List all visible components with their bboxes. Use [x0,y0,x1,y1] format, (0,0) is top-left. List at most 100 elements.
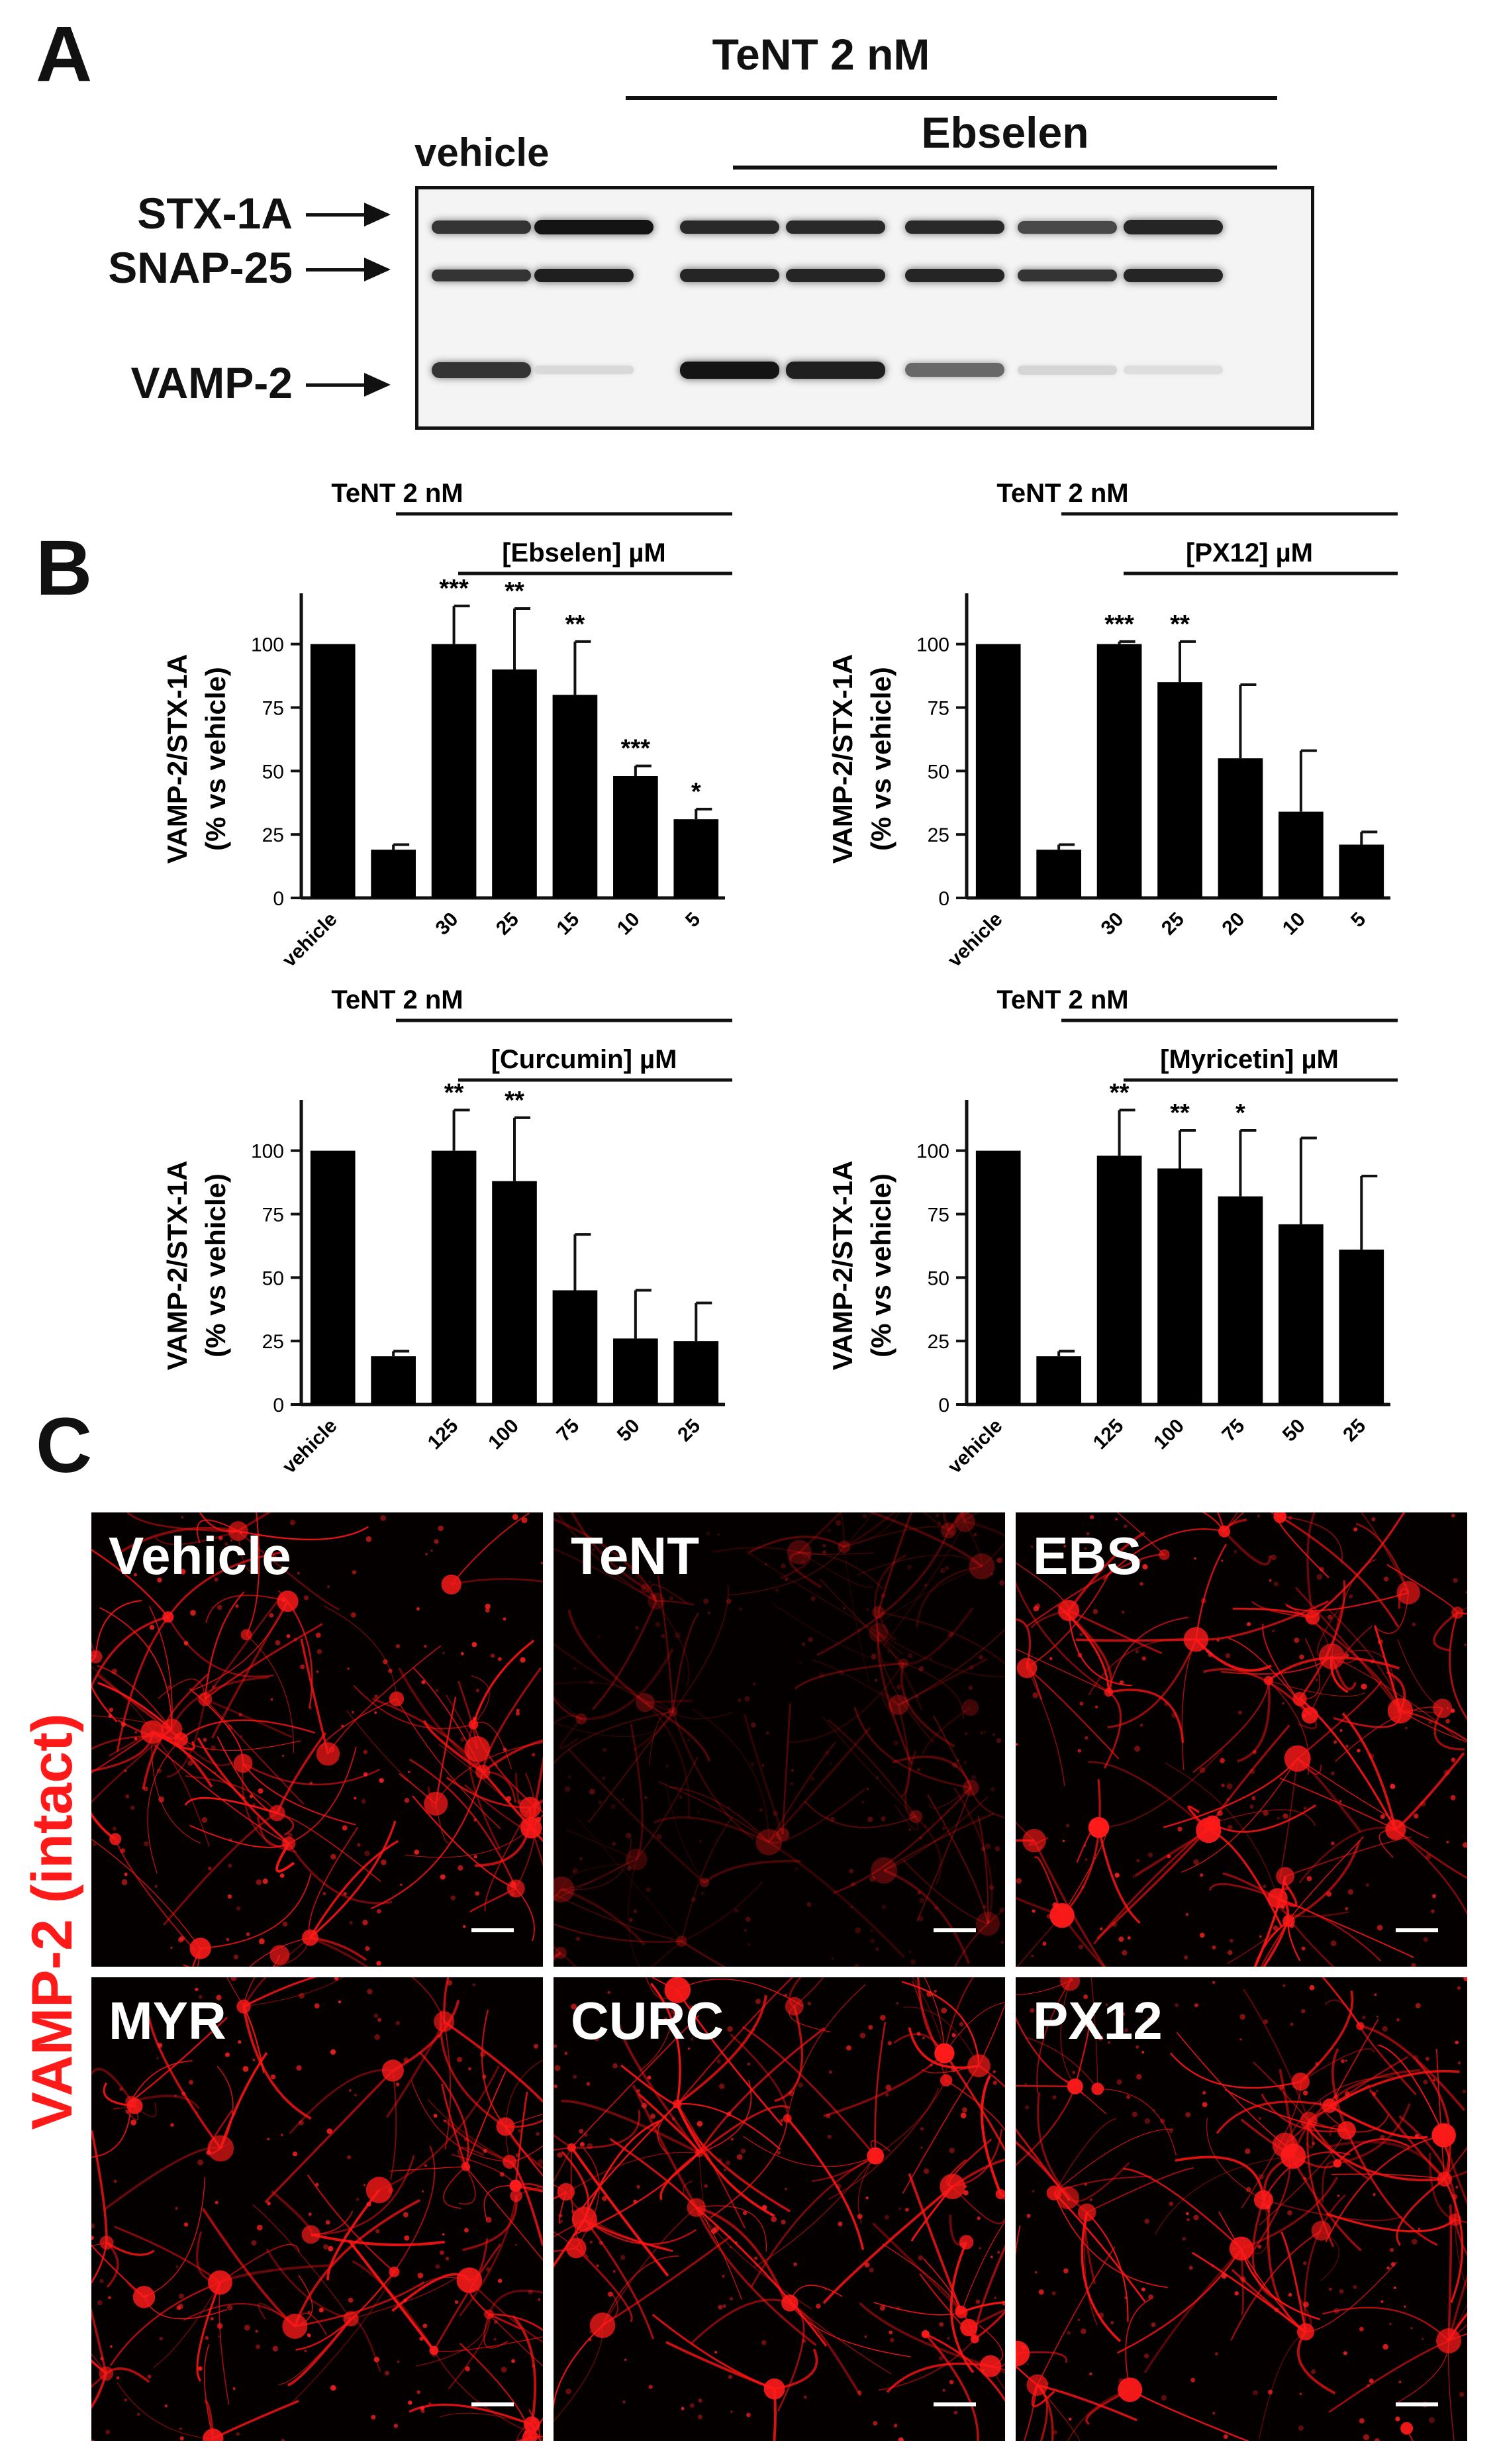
cell-body [1301,1706,1318,1724]
puncta [189,2080,193,2085]
puncta [868,2025,873,2030]
puncta [1343,2351,1347,2355]
puncta [156,2057,159,2059]
neurite [1016,2365,1038,2386]
neurite [1165,1763,1279,1898]
neurite [943,2052,1005,2152]
puncta [446,1980,452,1986]
puncta [134,1737,138,1741]
neurite [583,2218,655,2340]
cell-body [475,1764,491,1779]
neurite [794,1977,824,2007]
neurite [1277,1897,1382,1962]
puncta [589,2240,593,2243]
neurite [768,1742,836,1843]
neurite [1240,2248,1244,2316]
neurite [961,2220,1005,2312]
neurite [872,2222,963,2313]
neurite [657,1575,674,1712]
puncta [1049,1657,1053,1660]
puncta [726,2111,732,2117]
puncta [949,2380,954,2385]
puncta [1221,1559,1224,1562]
puncta [960,2112,967,2118]
puncta [282,1921,288,1927]
cell-body [909,1810,922,1824]
neurite [1026,2037,1098,2089]
neurite [153,2282,220,2369]
puncta [1100,1927,1103,1930]
neuron-network [1016,1977,1467,2441]
neurite [583,2120,661,2220]
puncta [194,2021,199,2026]
cell-body [961,1699,979,1716]
neurite [1448,2324,1467,2341]
neurite [444,2119,510,2163]
y-tick-label: 100 [251,634,284,656]
puncta [92,1842,97,1846]
puncta [465,2165,471,2171]
puncta [1108,2041,1110,2044]
puncta [230,1539,233,1542]
puncta [730,2410,733,2413]
neurite [99,1607,173,1730]
puncta [352,1570,356,1575]
neurite [1306,2128,1445,2182]
puncta [238,1712,243,1717]
neurite [645,1588,690,1687]
y-tick-label: 75 [928,1205,949,1226]
cell-body [1449,2213,1461,2226]
puncta [1404,2305,1406,2308]
puncta [999,1580,1005,1586]
puncta [144,2294,148,2298]
puncta [233,1954,238,1959]
puncta [1148,2294,1153,2300]
puncta [870,1929,873,1932]
puncta [881,1593,885,1598]
neurite [91,2130,108,2243]
puncta [325,2220,330,2225]
puncta [395,2021,400,2026]
puncta [262,1879,268,1884]
bar [310,1150,356,1404]
puncta [326,2128,333,2134]
neurite [1331,2173,1445,2180]
puncta [714,2351,717,2354]
puncta [224,1542,228,1546]
puncta [1142,1564,1148,1570]
neurite [1345,2130,1438,2246]
puncta [594,2036,600,2042]
cell-body [523,2416,540,2433]
puncta [181,2091,186,2096]
neurite [554,2325,603,2422]
puncta [365,1946,370,1951]
neurite [554,1893,682,1942]
puncta [992,1733,996,1736]
puncta [948,1632,953,1638]
x-tick-label: vehicle [943,1415,1006,1473]
puncta [350,1612,356,1618]
puncta [735,2241,738,2244]
puncta [443,2119,446,2122]
puncta [1413,2055,1419,2061]
puncta [881,1904,887,1910]
puncta [314,2003,320,2008]
puncta [710,2228,717,2234]
neurite [443,2020,543,2103]
neurite [1081,2212,1122,2342]
puncta [164,2404,168,2408]
neurite [1176,2032,1286,2146]
puncta [990,1572,994,1576]
puncta [377,2018,381,2022]
puncta [670,2009,676,2014]
puncta [669,1596,673,1601]
puncta [790,1782,794,1785]
cell-body [343,2311,359,2327]
puncta [816,2303,821,2309]
puncta [457,2057,463,2063]
neurite [189,1688,244,1763]
puncta [1169,2201,1174,2206]
y-tick-label: 75 [262,698,284,720]
puncta [1228,1949,1233,1955]
neurite [237,1530,340,1610]
